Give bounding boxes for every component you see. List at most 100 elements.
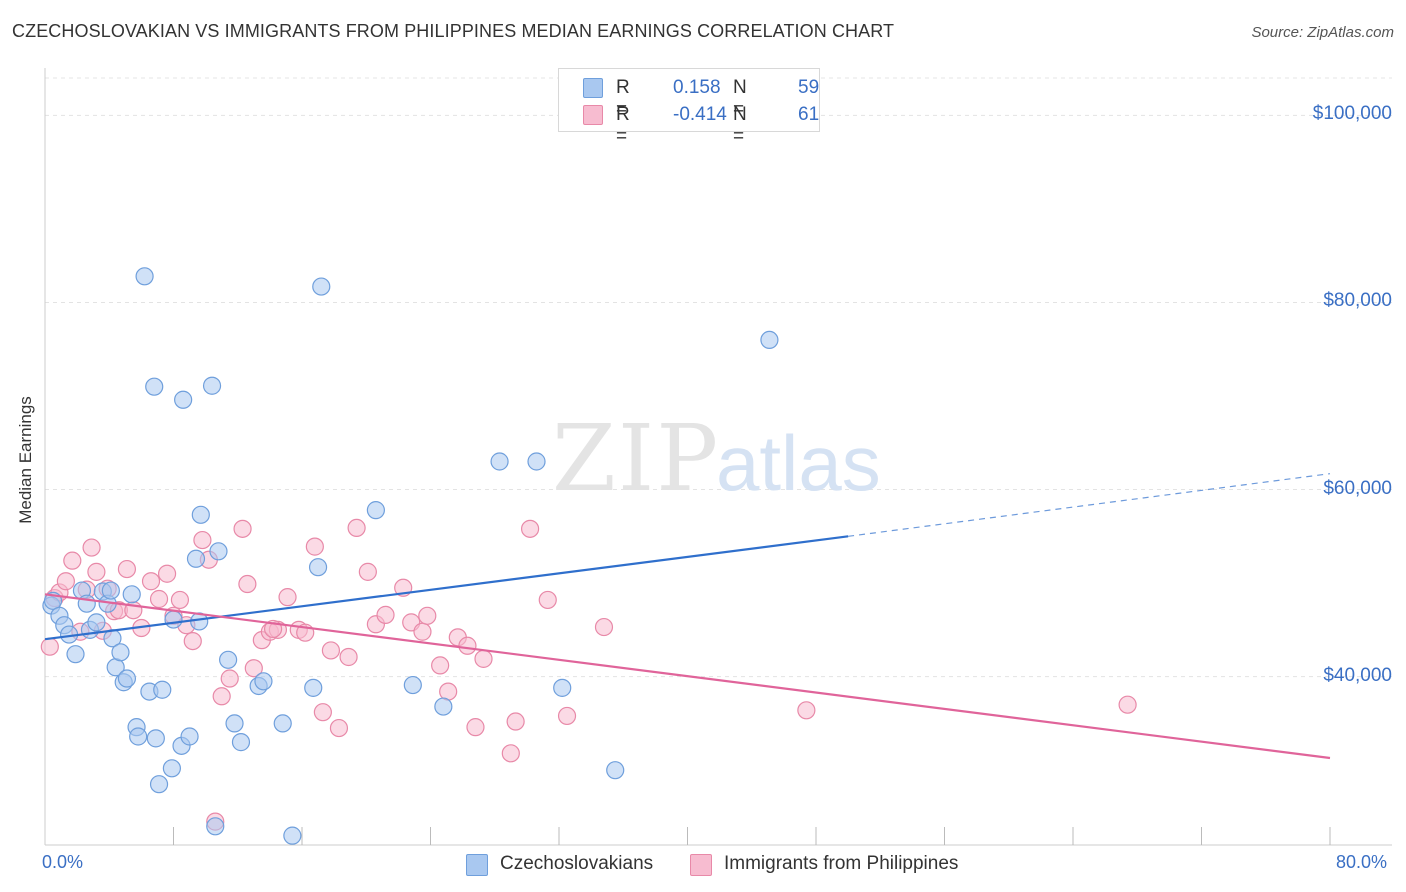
czechoslovakian-point: [231, 733, 251, 752]
philippines-point: [40, 637, 59, 656]
czechoslovakian-point: [553, 678, 572, 697]
czechoslovakian-point: [225, 714, 244, 733]
zipatlas-watermark: ZIP atlas: [552, 405, 881, 512]
philippines-point: [278, 588, 297, 607]
czechoslovakian-point: [209, 542, 228, 561]
philippines-point: [82, 538, 101, 557]
czechoslovakian-point: [527, 452, 546, 471]
czechoslovakian-point: [66, 645, 85, 664]
czechoslovakian-point: [164, 610, 183, 629]
philippines-point: [474, 649, 493, 668]
philippines-point: [347, 518, 366, 538]
philippines-point: [466, 718, 485, 737]
czechoslovakian-point: [312, 277, 331, 296]
philippines-point: [321, 641, 341, 660]
legend-r-value: -0.414: [673, 104, 727, 125]
philippines-point: [157, 564, 177, 583]
czechoslovakian-point: [87, 613, 106, 632]
philippines-point: [149, 589, 169, 609]
czechoslovakian-point: [101, 581, 120, 600]
correlation-legend: R = 0.158 N = 59 R = -0.414 N = 61: [558, 68, 820, 147]
philippines-point: [141, 572, 161, 591]
svg-text:atlas: atlas: [716, 419, 881, 507]
philippines-point: [520, 519, 540, 538]
czechoslovakian-point: [117, 669, 137, 688]
philippines-point: [501, 744, 520, 763]
philippines-point: [1118, 695, 1137, 714]
x-tick-label-min: 0.0%: [42, 852, 84, 872]
czechoslovakian-point: [174, 390, 193, 409]
legend-n-value: 61: [798, 104, 820, 125]
philippines-point: [458, 636, 477, 655]
x-tick-label-max: 80.0%: [1336, 852, 1388, 872]
philippines-point: [63, 551, 82, 570]
czechoslovakian-point: [162, 759, 181, 778]
philippines-point: [557, 706, 577, 726]
philippines-point: [418, 606, 437, 625]
y-tick-label: $100,000: [1312, 103, 1392, 125]
svg-text:ZIP: ZIP: [552, 405, 720, 512]
philippines-point: [358, 562, 377, 581]
philippines-point: [193, 530, 212, 550]
czechoslovakians-trend-extension: [848, 473, 1331, 537]
czechoslovakians-trend-line: [44, 535, 849, 641]
philippines-point: [329, 718, 349, 738]
y-tick-label: $80,000: [1323, 290, 1392, 312]
czechoslovakian-point: [153, 680, 172, 699]
philippines-point: [797, 701, 816, 720]
philippines-point: [56, 572, 75, 591]
czechoslovakian-point: [129, 727, 148, 746]
czechoslovakian-point: [180, 727, 199, 746]
czechoslovakian-point: [254, 672, 273, 691]
philippines-point: [244, 659, 263, 678]
philippines-point: [376, 605, 395, 625]
czechoslovakian-point: [202, 376, 222, 395]
series-czechoslovakians-points: [42, 267, 779, 845]
philippines-point: [538, 590, 557, 610]
czechoslovakian-point: [111, 643, 130, 662]
legend-r-label: R =: [616, 77, 630, 120]
czechoslovakian-point: [308, 558, 328, 577]
czechoslovakian-point: [283, 826, 302, 845]
philippines-point: [413, 622, 432, 641]
bottom-legend-label: Immigrants from Philippines: [724, 853, 959, 874]
y-tick-label: $40,000: [1323, 664, 1392, 686]
philippines-point: [233, 519, 252, 538]
series-philippines-points: [40, 518, 1137, 831]
y-tick-label: $60,000: [1323, 477, 1392, 499]
czechoslovakian-point: [122, 585, 141, 604]
legend-swatch-pink: [583, 105, 603, 125]
legend-n-value: 59: [798, 77, 820, 98]
philippines-point: [117, 559, 137, 579]
czechoslovakian-point: [135, 267, 154, 286]
bottom-legend-swatch-blue: [466, 854, 488, 876]
legend-r-label: R =: [616, 104, 630, 147]
chart-title: CZECHOSLOVAKIAN VS IMMIGRANTS FROM PHILI…: [12, 21, 895, 41]
bottom-legend-swatch-pink: [690, 854, 712, 876]
philippines-point: [506, 712, 525, 731]
czechoslovakian-point: [146, 729, 165, 748]
czechoslovakian-point: [77, 594, 96, 613]
philippines-point: [212, 687, 231, 706]
czechoslovakian-point: [145, 377, 164, 396]
philippines-point: [431, 656, 450, 675]
czechoslovakian-point: [304, 678, 323, 697]
philippines-point: [305, 537, 324, 556]
philippines-point: [594, 617, 614, 637]
czechoslovakian-point: [606, 761, 625, 780]
czechoslovakian-point: [149, 775, 169, 794]
legend-swatch-blue: [583, 78, 603, 98]
philippines-point: [339, 647, 358, 667]
y-axis-label: Median Earnings: [16, 396, 35, 524]
philippines-point: [183, 631, 202, 651]
legend-n-label: N =: [733, 104, 747, 147]
czechoslovakian-point: [273, 714, 292, 733]
trend-lines: [44, 473, 1331, 760]
source-attribution: Source: ZipAtlas.com: [1251, 24, 1394, 41]
czechoslovakian-point: [403, 675, 422, 695]
czechoslovakian-point: [760, 330, 779, 350]
czechoslovakian-point: [366, 501, 385, 520]
legend-r-value: 0.158: [673, 77, 721, 98]
czechoslovakian-point: [191, 505, 210, 524]
